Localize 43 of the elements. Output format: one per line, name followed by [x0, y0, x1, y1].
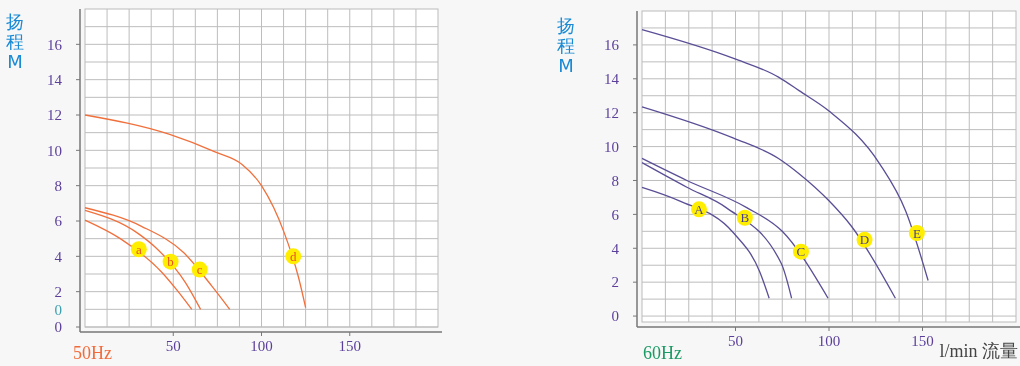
line-series — [84, 219, 193, 310]
x-axis-title: l/min 流量 — [939, 341, 1018, 361]
x-tick-label: 100 — [250, 338, 273, 354]
y-tick-label: 12 — [47, 107, 62, 124]
y-tick-label: 14 — [604, 71, 620, 88]
annotation: B — [740, 210, 750, 226]
annotation: d — [290, 249, 298, 265]
y-axis-title: 扬程M — [6, 11, 24, 72]
y-axis-title: 扬程M — [557, 15, 575, 76]
y-tick-label: 6 — [54, 213, 63, 230]
y-tick-label: 2 — [611, 274, 619, 291]
y-tick-label: 10 — [47, 142, 62, 159]
x-tick-label: 150 — [338, 338, 361, 354]
y-tick-label: 2 — [54, 283, 62, 300]
y-tick-label: 8 — [54, 177, 62, 194]
y-tick-label: 10 — [604, 138, 619, 155]
x-tick-label: 50 — [165, 338, 181, 354]
x-tick-label: 100 — [817, 333, 841, 349]
y-tick-label: 4 — [611, 240, 620, 257]
line-series — [84, 114, 307, 309]
line-series — [641, 157, 829, 299]
x-tick-label: 50 — [728, 333, 743, 349]
y-tick-label: 16 — [604, 37, 620, 54]
y-tick-label: 8 — [611, 172, 619, 189]
y-tick-label: 0 — [54, 319, 62, 336]
annotation: b — [167, 254, 174, 270]
line-series — [641, 186, 770, 299]
y-tick-label: 6 — [611, 206, 620, 223]
annotation: E — [912, 225, 921, 241]
y-tick-label: 14 — [47, 71, 63, 88]
line-series — [641, 106, 897, 299]
y-tick-label: 0 — [611, 308, 619, 325]
y-tick-label: 4 — [54, 248, 63, 265]
annotation: C — [796, 244, 806, 260]
y-tick-label: 16 — [47, 36, 63, 53]
x-tick-label: 150 — [911, 333, 934, 349]
line-series — [641, 162, 793, 299]
text: 60Hz — [643, 343, 682, 363]
text: 50Hz — [73, 343, 112, 363]
line-series — [641, 28, 929, 282]
y-tick-label: 12 — [604, 104, 619, 121]
annotation: c — [196, 262, 203, 278]
annotation: a — [135, 241, 142, 257]
